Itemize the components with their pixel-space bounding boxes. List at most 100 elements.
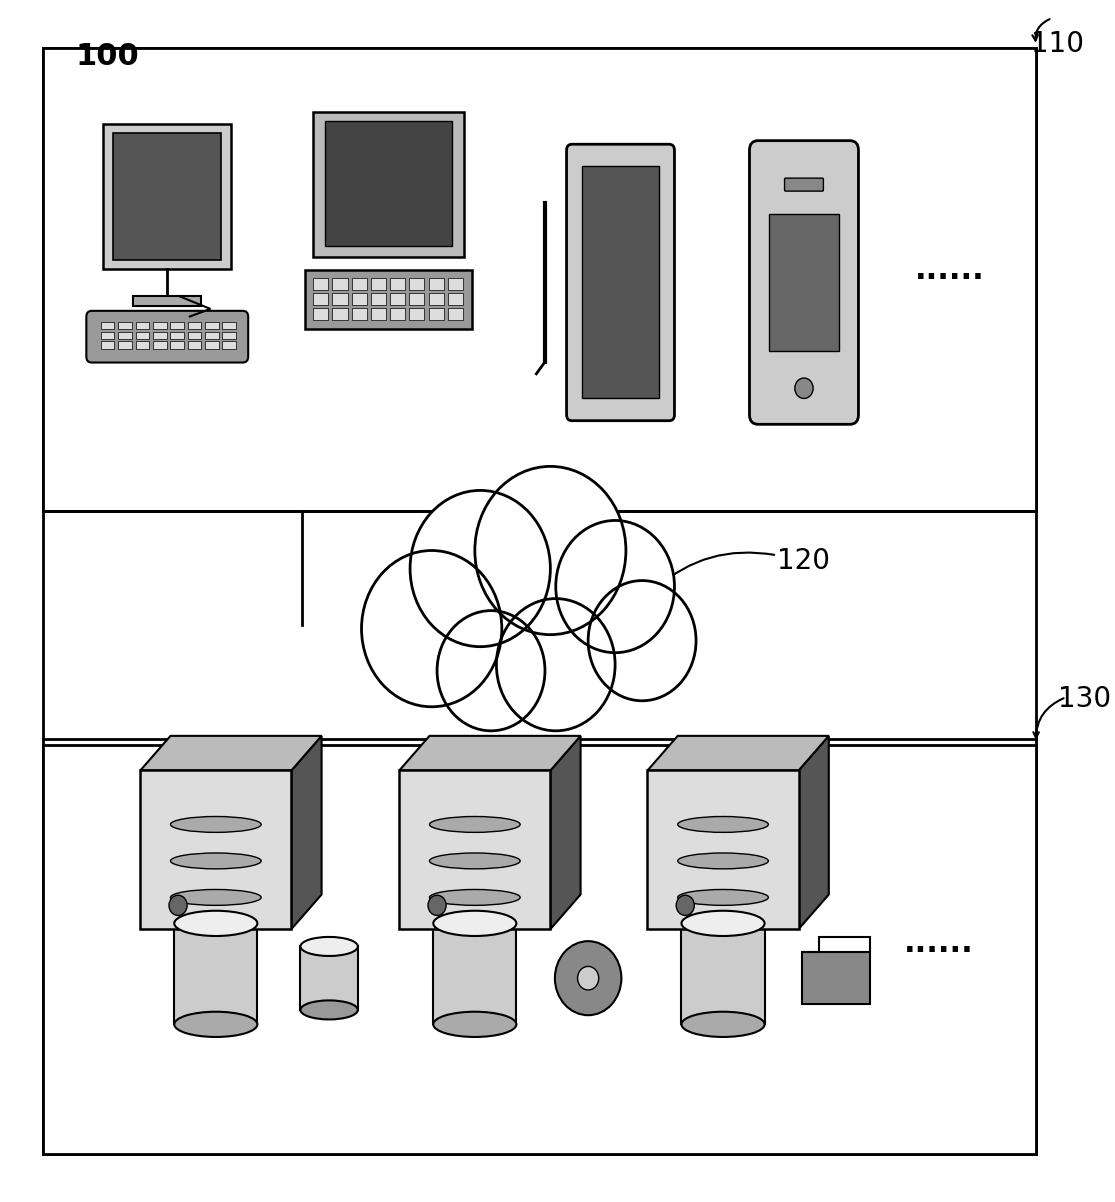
- Text: ......: ......: [914, 256, 985, 285]
- FancyBboxPatch shape: [332, 293, 348, 305]
- FancyBboxPatch shape: [187, 332, 202, 339]
- Ellipse shape: [429, 889, 521, 905]
- FancyBboxPatch shape: [448, 308, 463, 320]
- FancyBboxPatch shape: [205, 322, 219, 328]
- FancyBboxPatch shape: [171, 322, 184, 328]
- Circle shape: [410, 490, 551, 647]
- Ellipse shape: [174, 911, 258, 936]
- FancyBboxPatch shape: [409, 293, 425, 305]
- FancyBboxPatch shape: [86, 311, 249, 363]
- FancyBboxPatch shape: [171, 332, 184, 339]
- FancyBboxPatch shape: [140, 770, 291, 929]
- FancyBboxPatch shape: [174, 923, 258, 1024]
- FancyBboxPatch shape: [100, 341, 115, 349]
- FancyBboxPatch shape: [153, 322, 166, 328]
- Circle shape: [361, 551, 502, 707]
- FancyBboxPatch shape: [351, 278, 367, 290]
- FancyBboxPatch shape: [409, 278, 425, 290]
- FancyBboxPatch shape: [351, 293, 367, 305]
- FancyBboxPatch shape: [118, 322, 132, 328]
- Ellipse shape: [434, 911, 516, 936]
- Ellipse shape: [678, 853, 768, 869]
- FancyBboxPatch shape: [409, 308, 425, 320]
- Circle shape: [676, 895, 695, 916]
- FancyBboxPatch shape: [648, 770, 798, 929]
- Circle shape: [795, 377, 813, 398]
- Polygon shape: [399, 736, 581, 770]
- Ellipse shape: [678, 816, 768, 832]
- FancyBboxPatch shape: [313, 293, 328, 305]
- FancyBboxPatch shape: [153, 341, 166, 349]
- Circle shape: [588, 581, 696, 701]
- FancyBboxPatch shape: [103, 124, 232, 269]
- FancyBboxPatch shape: [43, 48, 1036, 511]
- FancyBboxPatch shape: [351, 308, 367, 320]
- Polygon shape: [140, 736, 321, 770]
- FancyBboxPatch shape: [428, 293, 444, 305]
- FancyBboxPatch shape: [681, 923, 765, 1024]
- FancyBboxPatch shape: [187, 341, 202, 349]
- FancyBboxPatch shape: [313, 112, 464, 257]
- FancyBboxPatch shape: [304, 270, 472, 328]
- Ellipse shape: [174, 1012, 258, 1037]
- FancyBboxPatch shape: [769, 214, 838, 351]
- Circle shape: [496, 599, 615, 731]
- FancyBboxPatch shape: [434, 923, 516, 1024]
- Circle shape: [428, 895, 446, 916]
- FancyBboxPatch shape: [136, 332, 149, 339]
- Ellipse shape: [300, 936, 358, 956]
- Text: ......: ......: [904, 929, 973, 958]
- FancyBboxPatch shape: [313, 308, 328, 320]
- Circle shape: [578, 966, 599, 990]
- FancyBboxPatch shape: [332, 308, 348, 320]
- FancyBboxPatch shape: [448, 293, 463, 305]
- FancyBboxPatch shape: [205, 341, 219, 349]
- FancyBboxPatch shape: [100, 332, 115, 339]
- FancyBboxPatch shape: [390, 308, 405, 320]
- FancyBboxPatch shape: [749, 141, 859, 424]
- FancyBboxPatch shape: [332, 278, 348, 290]
- FancyBboxPatch shape: [390, 293, 405, 305]
- FancyBboxPatch shape: [136, 322, 149, 328]
- FancyBboxPatch shape: [100, 322, 115, 328]
- FancyBboxPatch shape: [114, 133, 221, 260]
- Ellipse shape: [300, 1000, 358, 1019]
- Ellipse shape: [171, 889, 261, 905]
- FancyBboxPatch shape: [371, 308, 386, 320]
- FancyBboxPatch shape: [153, 332, 166, 339]
- Text: 120: 120: [777, 547, 830, 575]
- FancyBboxPatch shape: [313, 278, 328, 290]
- FancyBboxPatch shape: [428, 308, 444, 320]
- FancyBboxPatch shape: [300, 946, 358, 1010]
- FancyBboxPatch shape: [785, 178, 823, 191]
- FancyBboxPatch shape: [448, 278, 463, 290]
- Text: 110: 110: [1030, 30, 1084, 58]
- FancyBboxPatch shape: [222, 322, 236, 328]
- Text: 130: 130: [1057, 685, 1111, 713]
- FancyBboxPatch shape: [118, 341, 132, 349]
- FancyBboxPatch shape: [803, 952, 871, 1004]
- FancyBboxPatch shape: [428, 278, 444, 290]
- FancyBboxPatch shape: [222, 341, 236, 349]
- Ellipse shape: [429, 816, 521, 832]
- FancyBboxPatch shape: [582, 167, 659, 398]
- Ellipse shape: [681, 1012, 765, 1037]
- Polygon shape: [551, 736, 581, 929]
- FancyBboxPatch shape: [222, 332, 236, 339]
- FancyBboxPatch shape: [187, 322, 202, 328]
- Polygon shape: [291, 736, 321, 929]
- Ellipse shape: [171, 853, 261, 869]
- Polygon shape: [798, 736, 828, 929]
- FancyBboxPatch shape: [399, 770, 551, 929]
- Circle shape: [169, 895, 187, 916]
- FancyBboxPatch shape: [326, 121, 452, 246]
- Circle shape: [437, 611, 545, 731]
- Ellipse shape: [681, 911, 765, 936]
- FancyBboxPatch shape: [390, 278, 405, 290]
- Circle shape: [555, 520, 675, 653]
- Circle shape: [555, 941, 621, 1016]
- Ellipse shape: [434, 1012, 516, 1037]
- FancyBboxPatch shape: [134, 296, 202, 307]
- FancyBboxPatch shape: [371, 293, 386, 305]
- Ellipse shape: [678, 889, 768, 905]
